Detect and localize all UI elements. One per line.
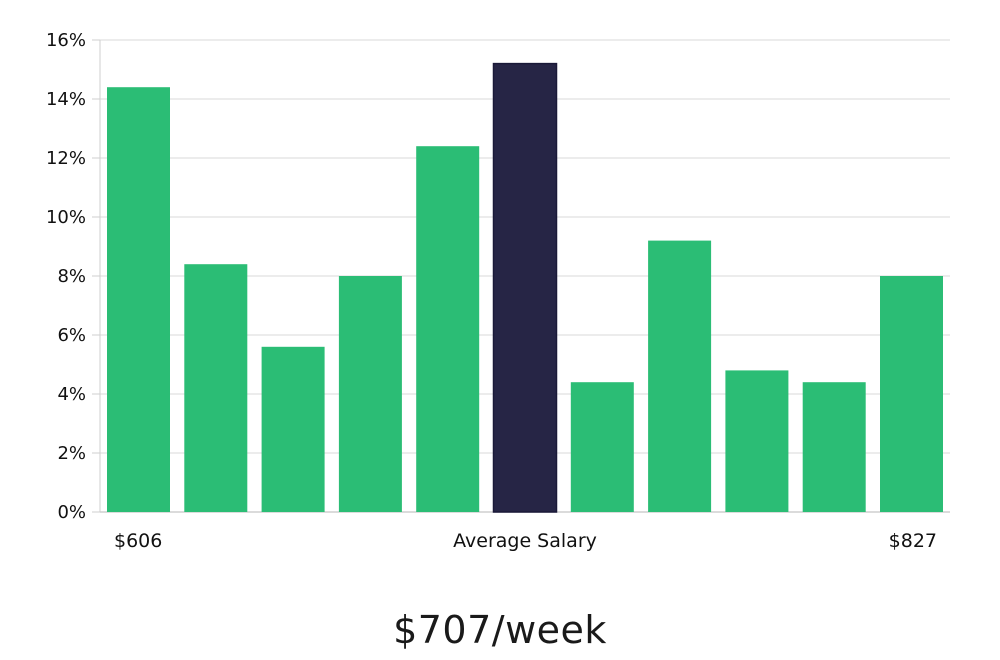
bar [107,87,170,512]
x-label-min: $606 [114,530,162,552]
y-axis-ticks: 0% 2% 4% 6% 8% 10% 12% 14% 16% [46,30,100,523]
bar [261,346,325,512]
bar [880,276,943,512]
bars [107,62,943,513]
bar [725,370,789,512]
bar [338,276,402,512]
bar [184,264,248,512]
x-label-average: Average Salary [453,530,597,552]
average-salary-value: $707/week [393,608,607,652]
bar-average-highlight [492,62,558,513]
y-tick-label: 14% [46,89,86,110]
bar [802,382,866,512]
bar [570,382,634,512]
bar [416,146,480,512]
y-tick-label: 10% [46,207,86,228]
x-label-max: $827 [889,530,937,552]
y-tick-label: 2% [57,443,86,464]
y-tick-label: 4% [57,384,86,405]
y-tick-label: 12% [46,148,86,169]
y-tick-label: 0% [57,502,86,523]
y-tick-label: 16% [46,30,86,51]
bar [648,240,712,512]
y-tick-label: 8% [57,266,86,287]
y-tick-label: 6% [57,325,86,346]
